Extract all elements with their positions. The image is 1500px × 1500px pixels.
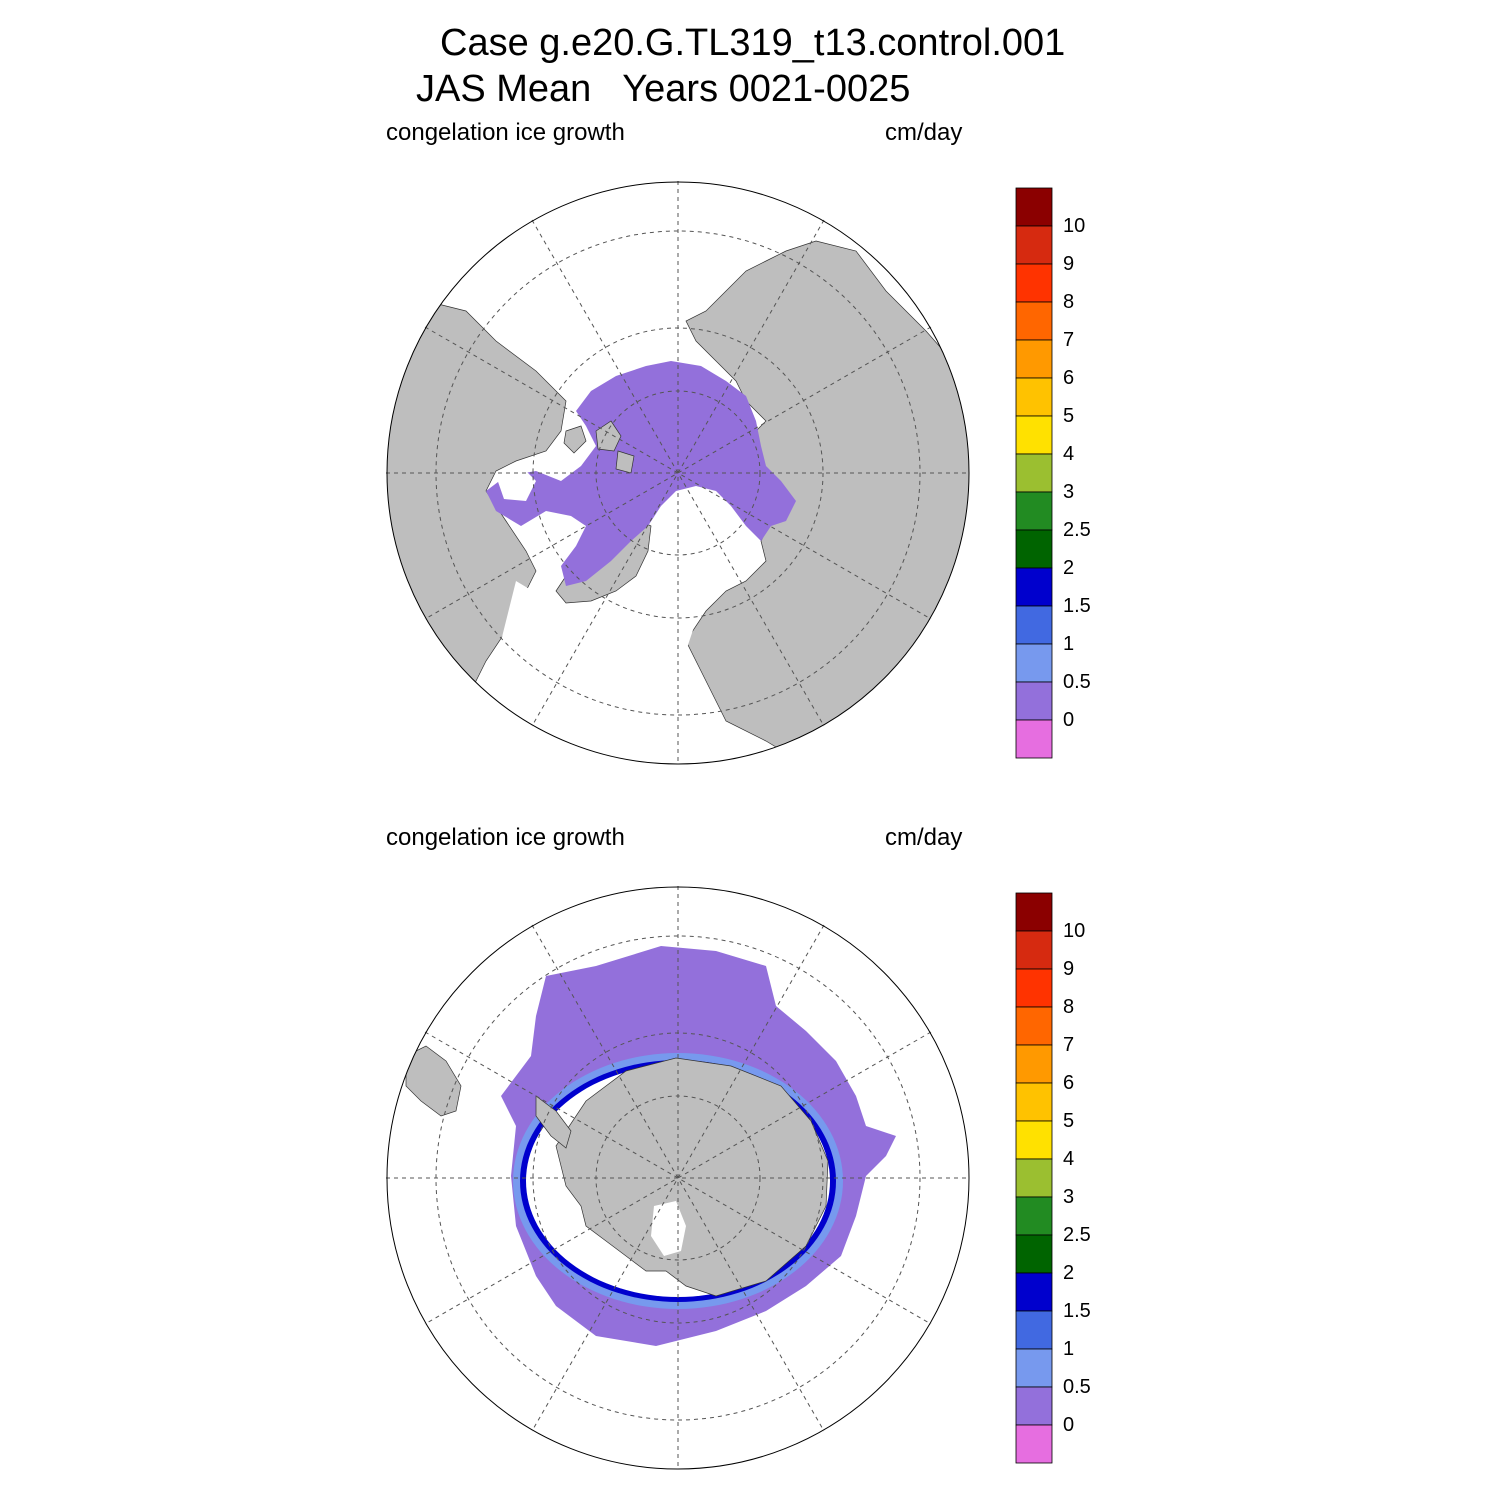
south-variable-label: congelation ice growth bbox=[386, 824, 625, 851]
south-land-antarctica bbox=[555, 1057, 829, 1297]
colorbar-tick-label: 2.5 bbox=[1063, 519, 1091, 541]
colorbar-swatch bbox=[1015, 719, 1053, 759]
south-colorbar bbox=[1015, 892, 1053, 1464]
colorbar-tick-label: 2 bbox=[1063, 557, 1075, 579]
colorbar-tick-label: 3 bbox=[1063, 1186, 1075, 1208]
colorbar-tick-label: 1 bbox=[1063, 1338, 1075, 1360]
colorbar-tick-label: 7 bbox=[1063, 1034, 1075, 1056]
north-polar-map bbox=[386, 181, 970, 765]
colorbar-tick-label: 4 bbox=[1063, 443, 1075, 465]
colorbar-tick-label: 10 bbox=[1063, 920, 1086, 942]
colorbar-swatch bbox=[1015, 1310, 1053, 1350]
north-map-border bbox=[386, 181, 970, 765]
south-ross-ice-shelf bbox=[651, 1201, 686, 1256]
colorbar-swatch bbox=[1015, 225, 1053, 265]
colorbar-tick-label: 2 bbox=[1063, 1262, 1075, 1284]
colorbar-swatch bbox=[1015, 1272, 1053, 1312]
north-colorbar bbox=[1015, 187, 1053, 759]
colorbar-swatch bbox=[1015, 892, 1053, 932]
colorbar-swatch bbox=[1015, 491, 1053, 531]
colorbar-swatch bbox=[1015, 529, 1053, 569]
north-variable-label: congelation ice growth bbox=[386, 119, 625, 146]
colorbar-swatch bbox=[1015, 1158, 1053, 1198]
colorbar-tick-label: 9 bbox=[1063, 253, 1075, 275]
colorbar-tick-label: 6 bbox=[1063, 367, 1075, 389]
colorbar-swatch bbox=[1015, 643, 1053, 683]
colorbar-swatch bbox=[1015, 1082, 1053, 1122]
colorbar-swatch bbox=[1015, 605, 1053, 645]
title-line-2: JAS Mean Years 0021-0025 bbox=[416, 68, 911, 110]
colorbar-tick-label: 1.5 bbox=[1063, 1300, 1091, 1322]
colorbar-tick-label: 10 bbox=[1063, 215, 1086, 237]
colorbar-tick-label: 9 bbox=[1063, 958, 1075, 980]
north-hudson-bay bbox=[496, 466, 536, 501]
colorbar-swatch bbox=[1015, 681, 1053, 721]
north-sea-ice bbox=[486, 361, 796, 586]
colorbar-swatch bbox=[1015, 1386, 1053, 1426]
north-land-archipelago bbox=[563, 420, 635, 474]
colorbar-swatch bbox=[1015, 263, 1053, 303]
colorbar-tick-label: 6 bbox=[1063, 1072, 1075, 1094]
colorbar-tick-label: 0.5 bbox=[1063, 1376, 1091, 1398]
colorbar-swatch bbox=[1015, 301, 1053, 341]
south-graticule bbox=[386, 886, 970, 1470]
colorbar-swatch bbox=[1015, 1196, 1053, 1236]
colorbar-tick-label: 0 bbox=[1063, 709, 1075, 731]
south-polar-map bbox=[386, 886, 970, 1470]
colorbar-swatch bbox=[1015, 339, 1053, 379]
south-units-label: cm/day bbox=[885, 824, 963, 851]
colorbar-swatch bbox=[1015, 567, 1053, 607]
north-graticule bbox=[386, 181, 970, 765]
colorbar-tick-label: 5 bbox=[1063, 405, 1075, 427]
north-ocean-atlantic bbox=[496, 541, 726, 764]
colorbar-tick-label: 1 bbox=[1063, 633, 1075, 655]
colorbar-swatch bbox=[1015, 930, 1053, 970]
south-map-border bbox=[386, 886, 970, 1470]
colorbar-swatch bbox=[1015, 1234, 1053, 1274]
colorbar-tick-label: 0.5 bbox=[1063, 671, 1091, 693]
title-line-1: Case g.e20.G.TL319_t13.control.001 bbox=[440, 22, 1066, 64]
colorbar-tick-label: 5 bbox=[1063, 1110, 1075, 1132]
colorbar-tick-label: 3 bbox=[1063, 481, 1075, 503]
south-land-peninsula bbox=[535, 1095, 572, 1149]
colorbar-swatch bbox=[1015, 453, 1053, 493]
colorbar-tick-label: 4 bbox=[1063, 1148, 1075, 1170]
colorbar-swatch bbox=[1015, 1120, 1053, 1160]
colorbar-tick-label: 8 bbox=[1063, 291, 1075, 313]
colorbar-tick-label: 1.5 bbox=[1063, 595, 1091, 617]
colorbar-tick-label: 0 bbox=[1063, 1414, 1075, 1436]
colorbar-swatch bbox=[1015, 415, 1053, 455]
colorbar-swatch bbox=[1015, 1044, 1053, 1084]
north-units-label: cm/day bbox=[885, 119, 963, 146]
south-land-south-america bbox=[405, 1045, 462, 1117]
colorbar-tick-label: 2.5 bbox=[1063, 1224, 1091, 1246]
colorbar-swatch bbox=[1015, 968, 1053, 1008]
colorbar-swatch bbox=[1015, 187, 1053, 227]
colorbar-tick-label: 7 bbox=[1063, 329, 1075, 351]
colorbar-tick-label: 8 bbox=[1063, 996, 1075, 1018]
colorbar-swatch bbox=[1015, 1006, 1053, 1046]
colorbar-swatch bbox=[1015, 377, 1053, 417]
colorbar-swatch bbox=[1015, 1348, 1053, 1388]
colorbar-swatch bbox=[1015, 1424, 1053, 1464]
